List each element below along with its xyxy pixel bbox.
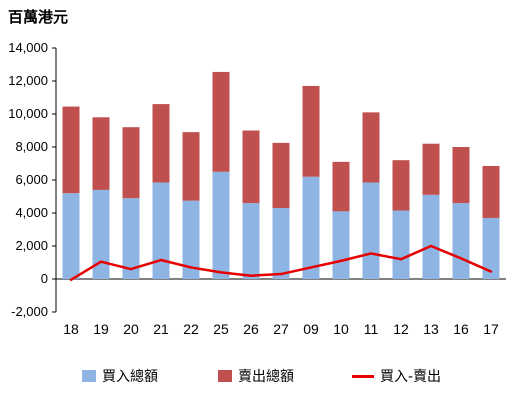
y-axis-labels: -2,000 0 2,000 4,000 6,000 8,000 10,000 12,000 1…: [8, 40, 48, 319]
line-group: [69, 244, 493, 282]
legend: 買入總額 賣出總額 買入-賣出: [0, 362, 519, 390]
x-tick-label: 10: [333, 321, 349, 337]
x-tick-label: 17: [483, 321, 499, 337]
x-tick-label: 11: [364, 321, 379, 337]
x-tick-label: 09: [303, 321, 319, 337]
net-point: [429, 244, 433, 248]
bar-sell: [332, 161, 350, 212]
bar-sell: [422, 143, 440, 195]
bar-buy: [332, 211, 350, 279]
legend-label-sell: 賣出總額: [238, 369, 294, 385]
bar-sell: [392, 160, 410, 211]
x-tick-label: 22: [183, 321, 199, 337]
x-tick-label: 26: [243, 321, 259, 337]
net-point: [129, 267, 133, 271]
y-tick-label: 2,000: [15, 238, 48, 253]
net-point: [249, 274, 253, 277]
bar-buy: [242, 203, 260, 279]
bar-buy: [152, 182, 170, 279]
y-tick-label: 8,000: [15, 139, 48, 154]
bar-buy: [182, 200, 200, 279]
bar-buy: [212, 171, 230, 279]
bar-sell: [92, 117, 110, 190]
bar-buy: [92, 189, 110, 279]
bar-sell: [362, 112, 380, 183]
bar-buy: [272, 208, 290, 279]
bar-sell: [152, 104, 170, 183]
net-point: [459, 257, 463, 260]
net-point: [309, 266, 313, 269]
bar-buy: [482, 217, 500, 279]
net-point: [189, 266, 193, 269]
bar-sell: [122, 127, 140, 199]
net-point: [159, 258, 163, 262]
net-point: [339, 259, 343, 263]
y-tick-label: 14,000: [8, 40, 48, 55]
bar-sell: [482, 165, 500, 218]
x-tick-label: 20: [123, 321, 139, 337]
bar-sell: [272, 142, 290, 209]
bar-sell: [302, 85, 320, 177]
net-point: [399, 258, 403, 261]
bar-sell: [182, 132, 200, 201]
net-point: [489, 270, 493, 273]
x-tick-label: 12: [393, 321, 409, 337]
x-tick-label: 13: [423, 321, 439, 337]
y-tick-label: 0: [41, 271, 48, 286]
x-tick-label: 21: [153, 321, 169, 337]
y-tick-label: 10,000: [8, 106, 48, 121]
bar-buy: [122, 198, 140, 279]
y-tick-label: -2,000: [11, 304, 48, 319]
bar-buy: [452, 203, 470, 279]
x-tick-label: 18: [63, 321, 79, 337]
bar-sell: [62, 106, 80, 194]
y-tick-label: 6,000: [15, 172, 48, 187]
bar-buy: [422, 194, 440, 279]
x-tick-label: 19: [93, 321, 109, 337]
bar-buy: [362, 182, 380, 279]
legend-item-buy: 買入總額: [82, 366, 158, 386]
bar-buy: [302, 176, 320, 279]
legend-item-net: 買入-賣出: [352, 366, 441, 386]
bar-buy: [392, 210, 410, 279]
x-tick-label: 27: [273, 321, 289, 337]
bar-buy: [62, 193, 80, 279]
net-point: [369, 252, 373, 255]
net-point: [219, 271, 223, 274]
x-axis-labels: 18 19 20 21 22 25 26 27 09 10 11 12 13 16 17: [63, 321, 499, 337]
net-point: [99, 260, 103, 263]
legend-swatch-sell: [218, 370, 232, 382]
legend-label-net: 買入-賣出: [380, 369, 442, 385]
bar-sell: [452, 147, 470, 204]
y-tick-label: 4,000: [15, 205, 48, 220]
net-point: [69, 278, 73, 282]
chart-canvas: -2,000 0 2,000 4,000 6,000 8,000 10,000 12,000 1…: [8, 40, 506, 337]
legend-swatch-buy: [82, 370, 96, 382]
legend-line-net: [352, 374, 374, 378]
x-tick-label: 25: [213, 321, 229, 337]
bar-group: [62, 71, 500, 279]
unit-label: 百萬港元: [8, 8, 69, 26]
legend-item-sell: 賣出總額: [218, 366, 294, 386]
bar-sell: [212, 71, 230, 172]
x-tick-label: 16: [453, 321, 469, 337]
legend-label-buy: 買入總額: [102, 369, 158, 385]
y-tick-label: 12,000: [8, 73, 48, 88]
bar-sell: [242, 130, 260, 204]
net-point: [279, 272, 283, 276]
